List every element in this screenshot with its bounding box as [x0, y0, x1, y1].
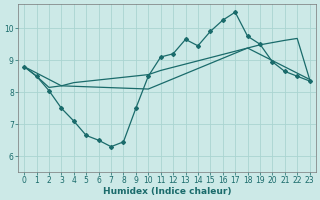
X-axis label: Humidex (Indice chaleur): Humidex (Indice chaleur)	[103, 187, 231, 196]
